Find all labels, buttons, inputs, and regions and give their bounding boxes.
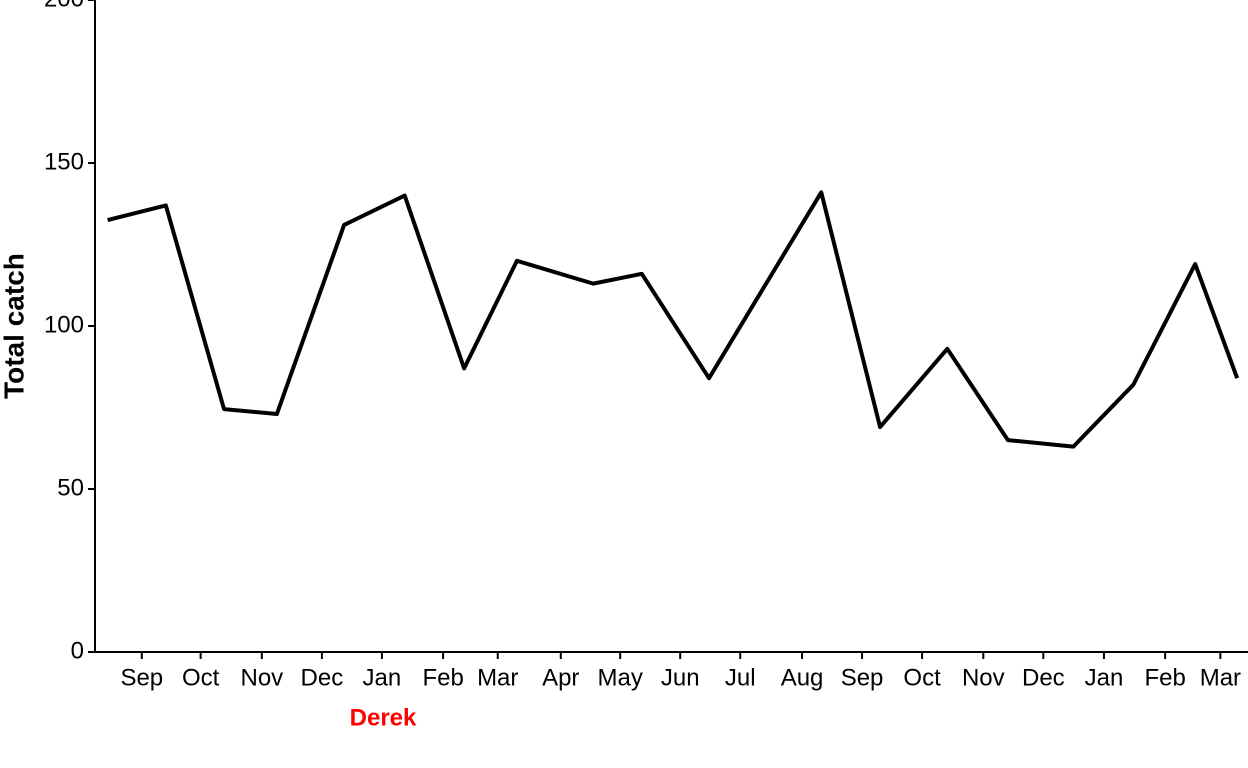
y-tick-label: 150 — [44, 148, 84, 175]
x-tick-label: Jan — [363, 664, 402, 691]
x-tick-label: Mar — [477, 664, 518, 691]
x-tick-label: Sep — [841, 664, 884, 691]
x-tick-label: Nov — [241, 664, 284, 691]
x-tick-label: Mar — [1200, 664, 1241, 691]
x-tick-label: Aug — [781, 664, 824, 691]
y-tick-label: 0 — [71, 637, 84, 664]
y-tick-label: 100 — [44, 311, 84, 338]
x-tick-label: Feb — [422, 664, 463, 691]
x-tick-label: Jul — [725, 664, 756, 691]
y-axis-label: Total catch — [0, 253, 29, 399]
x-tick-label: Jan — [1085, 664, 1124, 691]
x-tick-label: Sep — [120, 664, 163, 691]
x-tick-label: Jun — [661, 664, 700, 691]
x-tick-label: Apr — [542, 664, 579, 691]
x-tick-label: May — [598, 664, 643, 691]
y-tick-label: 200 — [44, 0, 84, 12]
x-tick-label: Oct — [182, 664, 220, 691]
x-tick-label: Feb — [1144, 664, 1185, 691]
y-tick-label: 50 — [57, 474, 84, 501]
x-axis-label: Derek — [350, 704, 417, 731]
x-tick-label: Dec — [301, 664, 344, 691]
x-tick-label: Nov — [962, 664, 1005, 691]
x-tick-label: Dec — [1022, 664, 1065, 691]
line — [107, 190, 1240, 449]
x-tick-label: Oct — [903, 664, 941, 691]
